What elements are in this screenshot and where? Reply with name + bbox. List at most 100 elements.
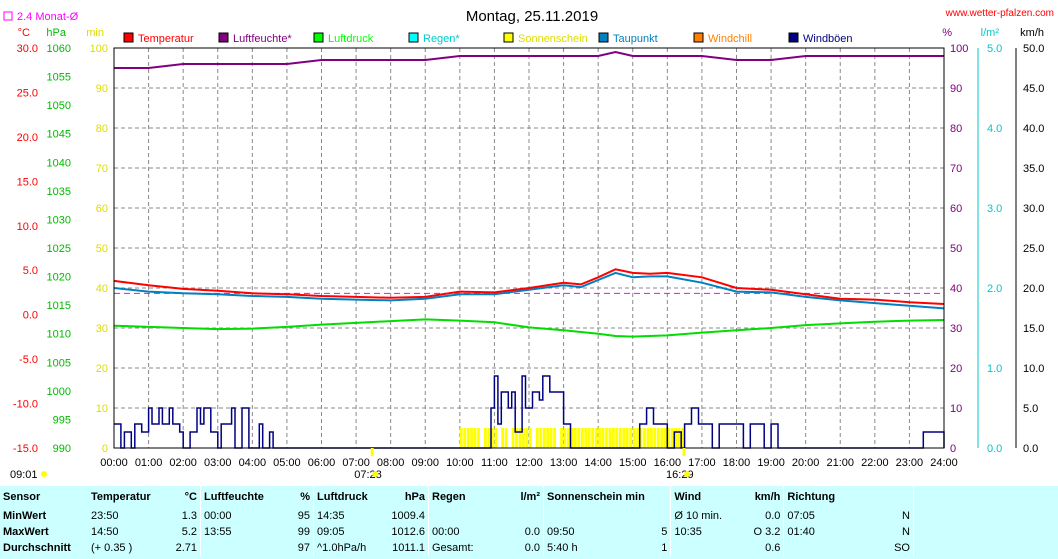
statistics-table: Sensor Temperatur °C Luftfeuchte % Luftd… — [0, 486, 915, 556]
sunshine-bar — [584, 428, 588, 448]
sunshine-bar — [477, 428, 480, 448]
legend-swatch — [313, 32, 324, 43]
legend-swatch — [788, 32, 799, 43]
legend-label: Temperatur — [138, 33, 194, 45]
cell: SO — [862, 540, 915, 556]
humidity-tick-label: 90 — [950, 83, 962, 95]
pressure-tick-label: 1045 — [47, 129, 71, 141]
wind-tick-label: 30.0 — [1023, 203, 1044, 215]
cell: ^1.0hPa/h — [317, 542, 367, 554]
cell: 01:40 — [787, 526, 815, 538]
legend-swatch — [693, 32, 704, 43]
cell: 23:50 — [91, 510, 119, 522]
legend: Temperatur Luftfeuchte* Luftdruck Regen* Son… — [123, 32, 853, 45]
stats-header-row: Sensor Temperatur °C Luftfeuchte % Luftd… — [0, 486, 914, 508]
x-tick-label: 18:00 — [723, 457, 751, 469]
humidity-tick-label: 70 — [950, 163, 962, 175]
cell: 00:00 — [432, 526, 460, 538]
cell: O 3.2 — [739, 524, 785, 540]
cell: 95 — [277, 508, 314, 524]
hdr-temperatur: Temperatur — [91, 491, 151, 503]
sunshine-bar — [573, 428, 577, 448]
x-tick-label: 04:00 — [239, 457, 267, 469]
cell: 13:55 — [204, 526, 232, 538]
hdr-regen: Regen — [432, 491, 466, 503]
sunshine-tick-label: 40 — [96, 283, 108, 295]
sunshine-bar — [681, 428, 684, 448]
sunshine-bar — [518, 428, 522, 448]
sunshine-bar — [515, 428, 518, 448]
sunshine-bar — [466, 428, 470, 448]
temp-tick-label: -10.0 — [13, 399, 38, 411]
legend-swatch — [408, 32, 419, 43]
sunshine-bar — [608, 428, 612, 448]
sunshine-bar — [674, 428, 678, 448]
sunshine-bar — [511, 428, 515, 448]
temp-tick-label: -5.0 — [19, 354, 38, 366]
cell: 07:05 — [787, 510, 815, 522]
x-tick-label: 05:00 — [273, 457, 301, 469]
pressure-tick-label: 1005 — [47, 357, 71, 369]
sunshine-tick-label: 10 — [96, 403, 108, 415]
sunshine-bar — [653, 428, 657, 448]
source-link[interactable]: www.wetter-pfalzen.com — [945, 8, 1054, 19]
x-tick-label: 08:00 — [377, 457, 405, 469]
x-tick-label: 12:00 — [515, 457, 543, 469]
sunshine-bar — [643, 428, 646, 448]
temp-unit: °C — [18, 27, 30, 39]
row-label: Durchschnitt — [3, 542, 71, 554]
sunshine-bar — [494, 428, 498, 448]
temp-tick-label: 20.0 — [17, 132, 38, 144]
x-tick-label: 01:00 — [135, 457, 163, 469]
sunshine-bar — [553, 428, 556, 448]
pressure-tick-label: 990 — [53, 443, 71, 455]
hdr-rain-unit: l/m² — [497, 486, 544, 508]
wind-tick-label: 50.0 — [1023, 43, 1044, 55]
humidity-tick-label: 0 — [950, 443, 956, 455]
cell: 5.2 — [160, 524, 201, 540]
sunshine-bar — [577, 428, 581, 448]
avg-legend-box — [3, 11, 13, 21]
chart-title: Montag, 25.11.2019 — [466, 8, 598, 25]
cell: 1 — [638, 540, 672, 556]
hdr-wind-unit: km/h — [739, 486, 785, 508]
temp-tick-label: 25.0 — [17, 87, 38, 99]
rain-tick-label: 5.0 — [987, 43, 1002, 55]
cell — [429, 508, 498, 524]
x-tick-label: 00:00 — [100, 457, 128, 469]
hdr-sonnenschein: Sonnenschein min — [543, 486, 672, 508]
temp-tick-label: 15.0 — [17, 176, 38, 188]
sunshine-bar — [567, 428, 570, 448]
legend-label: Sonnenschein — [518, 33, 588, 45]
wind-tick-label: 10.0 — [1023, 363, 1044, 375]
humidity-tick-label: 30 — [950, 323, 962, 335]
legend-label: Windchill — [708, 33, 752, 45]
legend-label: Luftdruck — [328, 33, 374, 45]
cell — [671, 540, 740, 556]
sunshine-bar — [560, 428, 563, 448]
pressure-tick-label: 1015 — [47, 300, 71, 312]
wind-tick-label: 15.0 — [1023, 323, 1044, 335]
axis-units: °C hPa min% l/m² km/h — [18, 27, 1044, 39]
sunshine-bar — [646, 428, 650, 448]
hdr-temp-unit: °C — [160, 486, 201, 508]
hdr-wind: Wind — [674, 491, 702, 503]
cell: 0.0 — [497, 540, 544, 556]
legend-swatch — [503, 32, 514, 43]
stats-row-min: MinWert 23:50 1.3 00:00 95 14:35 1009.4 … — [0, 508, 915, 524]
cell — [543, 508, 672, 524]
cell: 09:50 — [547, 526, 575, 538]
temp-tick-label: 5.0 — [23, 265, 38, 277]
sunshine-bar — [539, 428, 543, 448]
sunshine-tick-label: 50 — [96, 243, 108, 255]
sunshine-bar — [618, 428, 622, 448]
sunshine-bar — [629, 428, 633, 448]
cell: Gesamt: — [432, 542, 474, 554]
sunshine-bar — [549, 428, 553, 448]
pressure-tick-label: 1020 — [47, 272, 71, 284]
cell: 09:05 — [317, 526, 345, 538]
sunshine-bar — [473, 428, 477, 448]
hdr-richtung: Richtung — [783, 486, 914, 508]
cell — [784, 540, 862, 556]
